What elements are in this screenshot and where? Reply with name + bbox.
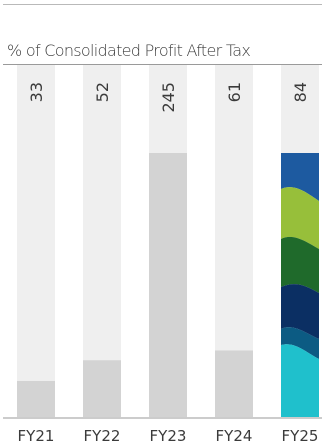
fy25-segment-2: [281, 187, 319, 249]
fy25-segment-4: [281, 284, 319, 339]
category-label-fy23: FY23: [150, 427, 187, 445]
value-label-fy25: 84: [291, 82, 310, 102]
category-label-fy24: FY24: [216, 427, 253, 445]
bar-fy25: [281, 153, 319, 417]
bar-track-fy22: [83, 65, 121, 417]
fy25-segment-6: [281, 344, 319, 417]
bar-track-fy21: [17, 65, 55, 417]
category-label-fy21: FY21: [18, 427, 55, 445]
value-label-fy23: 245: [159, 82, 178, 113]
top-rule: [3, 4, 322, 5]
bar-fy24: [215, 350, 253, 417]
fy25-segment-1: [281, 153, 319, 201]
value-label-fy24: 61: [225, 82, 244, 102]
bar-fy23: [149, 153, 187, 417]
fy25-segment-5: [281, 327, 319, 359]
title-rule: [3, 64, 322, 65]
bar-fy21: [17, 380, 55, 417]
chart-title: % of Consolidated Profit After Tax: [7, 41, 251, 60]
value-label-fy21: 33: [27, 82, 46, 102]
bar-fy22: [83, 360, 121, 417]
value-label-fy22: 52: [93, 82, 112, 102]
category-label-fy25: FY25: [282, 427, 319, 445]
fy25-segment-3: [281, 236, 319, 293]
category-label-fy22: FY22: [84, 427, 121, 445]
